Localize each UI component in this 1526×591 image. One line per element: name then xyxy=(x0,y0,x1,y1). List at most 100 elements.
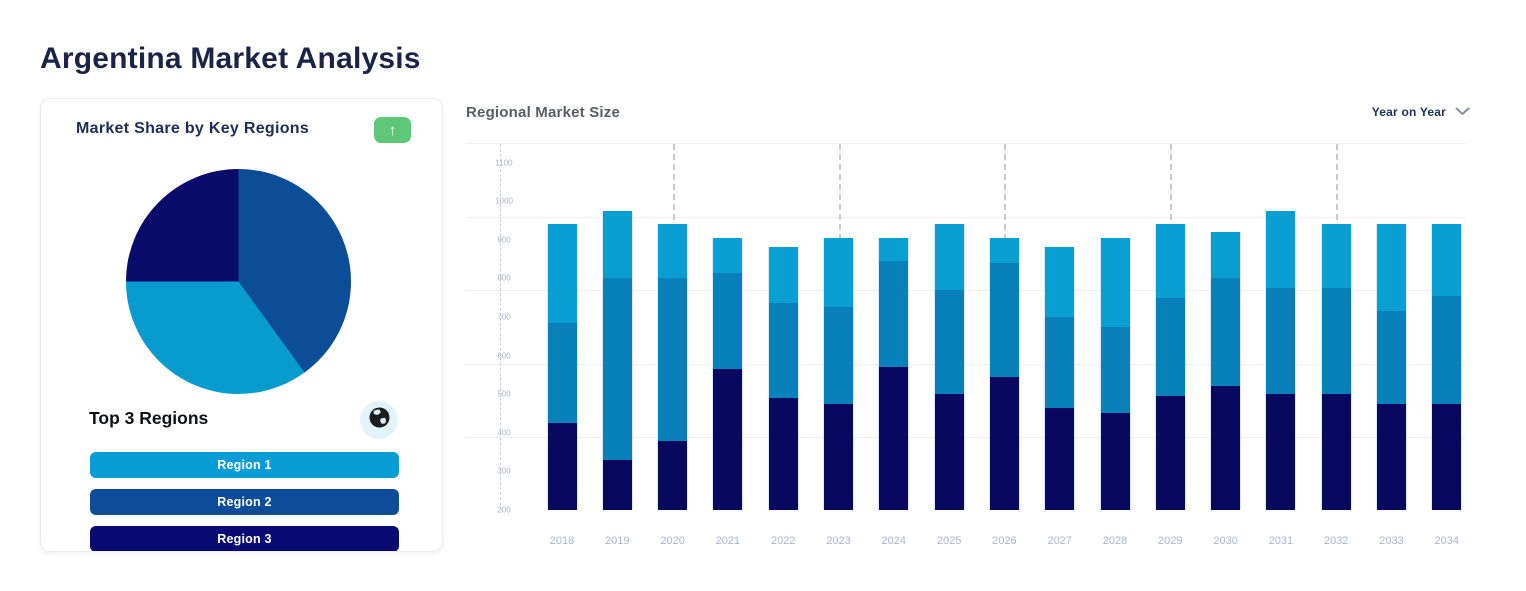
bar-segment-bottom[interactable] xyxy=(989,376,1019,510)
bar-2018[interactable] xyxy=(546,224,578,510)
bar-segment-bottom[interactable] xyxy=(602,459,632,510)
bar-segment-top[interactable] xyxy=(989,237,1019,263)
bar-2027[interactable] xyxy=(1044,247,1076,510)
bar-segment-bottom[interactable] xyxy=(1045,407,1075,510)
bar-segment-middle[interactable] xyxy=(1045,316,1075,408)
x-axis-label: 2026 xyxy=(992,535,1017,547)
bar-segment-top[interactable] xyxy=(1211,232,1241,279)
year-on-year-dropdown[interactable]: Year on Year xyxy=(1372,103,1470,121)
x-axis-label: 2021 xyxy=(715,535,741,547)
bar-2022[interactable] xyxy=(767,247,799,510)
region-buttons: Region 1 Region 2 Region 3 xyxy=(90,452,399,551)
bar-segment-top[interactable] xyxy=(1266,210,1296,288)
bar-2020[interactable] xyxy=(657,224,689,510)
y-tick-label: 700 xyxy=(497,312,511,322)
bar-segment-top[interactable] xyxy=(713,237,743,273)
bar-segment-middle[interactable] xyxy=(658,278,688,441)
trend-up-button[interactable]: ↑ xyxy=(374,117,411,143)
globe-button[interactable] xyxy=(360,401,398,439)
y-tick-label: 1100 xyxy=(495,158,513,168)
bar-segment-top[interactable] xyxy=(934,224,964,290)
bar-segment-top[interactable] xyxy=(1377,224,1406,312)
bar-segment-bottom[interactable] xyxy=(1377,403,1406,510)
x-axis-label: 2019 xyxy=(605,535,630,547)
bar-segment-bottom[interactable] xyxy=(1155,396,1185,510)
globe-icon xyxy=(367,405,392,435)
bar-segment-top[interactable] xyxy=(1155,224,1185,298)
page-title: Argentina Market Analysis xyxy=(40,42,421,75)
bar-segment-middle[interactable] xyxy=(1266,288,1296,395)
bar-2024[interactable] xyxy=(878,237,910,510)
bar-segment-middle[interactable] xyxy=(602,278,632,460)
bar-segment-top[interactable] xyxy=(1100,237,1130,327)
x-axis-label: 2030 xyxy=(1213,535,1238,547)
regional-market-size-title: Regional Market Size xyxy=(466,104,621,121)
bar-segment-middle[interactable] xyxy=(989,262,1019,377)
bar-segment-middle[interactable] xyxy=(934,289,964,395)
bar-segment-top[interactable] xyxy=(1432,224,1462,296)
bar-2032[interactable] xyxy=(1320,224,1352,510)
bar-segment-bottom[interactable] xyxy=(713,369,743,510)
x-axis-label: 2018 xyxy=(549,535,575,547)
bar-2028[interactable] xyxy=(1099,237,1131,510)
y-axis-dashed-line xyxy=(500,144,501,510)
bar-segment-middle[interactable] xyxy=(1377,311,1406,404)
x-axis-label: 2020 xyxy=(660,535,685,547)
bar-segment-middle[interactable] xyxy=(1432,295,1462,404)
y-tick-label: 500 xyxy=(497,389,511,399)
bar-segment-bottom[interactable] xyxy=(1100,413,1130,510)
bar-segment-middle[interactable] xyxy=(713,272,743,370)
bar-segment-bottom[interactable] xyxy=(1432,403,1462,510)
y-tick-label: 1000 xyxy=(495,196,513,206)
x-axis-label: 2032 xyxy=(1323,535,1349,547)
bar-segment-middle[interactable] xyxy=(768,303,798,399)
bar-segment-bottom[interactable] xyxy=(658,440,688,510)
pie-chart[interactable] xyxy=(126,169,351,394)
bar-segment-bottom[interactable] xyxy=(879,367,909,510)
region-button[interactable]: Region 3 xyxy=(90,526,399,551)
region-button[interactable]: Region 1 xyxy=(90,452,399,478)
bar-segment-middle[interactable] xyxy=(547,322,577,424)
bar-segment-bottom[interactable] xyxy=(824,403,853,510)
bar-segment-bottom[interactable] xyxy=(1321,394,1351,510)
x-axis-label: 2023 xyxy=(826,535,851,547)
bar-segment-middle[interactable] xyxy=(1100,326,1130,414)
bar-segment-top[interactable] xyxy=(768,247,798,304)
bar-segment-middle[interactable] xyxy=(824,307,853,404)
gridline xyxy=(466,217,1466,219)
bar-2034[interactable] xyxy=(1431,224,1463,510)
bar-segment-top[interactable] xyxy=(879,237,909,261)
market-share-card-title: Market Share by Key Regions xyxy=(76,120,310,137)
bar-2033[interactable] xyxy=(1376,224,1407,510)
bar-segment-bottom[interactable] xyxy=(934,394,964,510)
bar-segment-top[interactable] xyxy=(1321,224,1351,288)
x-axis-label: 2033 xyxy=(1379,535,1404,547)
bar-segment-bottom[interactable] xyxy=(1211,386,1241,510)
bar-2025[interactable] xyxy=(933,224,965,510)
y-tick-label: 800 xyxy=(497,273,511,283)
bar-segment-middle[interactable] xyxy=(1321,288,1351,395)
bar-2029[interactable] xyxy=(1154,224,1186,510)
bar-segment-bottom[interactable] xyxy=(547,423,577,510)
bar-segment-bottom[interactable] xyxy=(1266,394,1296,510)
up-arrow-icon: ↑ xyxy=(388,121,397,139)
y-tick-label: 600 xyxy=(497,351,511,361)
x-axis-label: 2029 xyxy=(1158,535,1183,547)
region-button[interactable]: Region 2 xyxy=(90,489,399,515)
bar-segment-bottom[interactable] xyxy=(768,398,798,510)
bar-segment-top[interactable] xyxy=(658,224,688,279)
bar-segment-top[interactable] xyxy=(1045,247,1075,317)
bar-segment-middle[interactable] xyxy=(1211,278,1241,387)
bar-2030[interactable] xyxy=(1210,232,1242,510)
bar-2019[interactable] xyxy=(601,210,633,510)
x-axis-label: 2022 xyxy=(770,535,796,547)
bar-segment-top[interactable] xyxy=(547,224,577,323)
bar-segment-top[interactable] xyxy=(602,210,632,279)
bar-2031[interactable] xyxy=(1265,210,1297,510)
bar-2026[interactable] xyxy=(988,237,1020,510)
bar-2021[interactable] xyxy=(712,237,744,510)
bar-segment-middle[interactable] xyxy=(879,260,909,368)
bar-segment-top[interactable] xyxy=(824,237,853,308)
bar-2023[interactable] xyxy=(823,237,854,510)
bar-segment-middle[interactable] xyxy=(1155,297,1185,397)
